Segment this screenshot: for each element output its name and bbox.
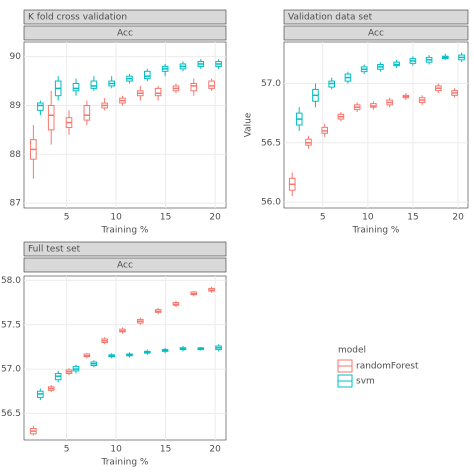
panel-title: K fold cross validation	[28, 13, 127, 23]
legend-label: randomForest	[356, 362, 419, 372]
box	[144, 70, 151, 80]
panel-title: Validation data set	[288, 13, 373, 23]
legend-label: svm	[356, 377, 375, 387]
y-axis-label: Value	[244, 112, 254, 137]
y-tick-label: 57.0	[261, 79, 281, 89]
x-tick-label: 15	[160, 213, 171, 223]
strip	[23, 25, 227, 41]
y-tick-label: 88	[10, 150, 22, 160]
strip	[23, 9, 227, 25]
x-axis-label: Training %	[101, 458, 149, 468]
box	[90, 80, 98, 89]
y-tick-label: 56.5	[261, 138, 281, 148]
y-tick-label: 87	[10, 199, 21, 209]
x-tick-label: 15	[407, 213, 418, 223]
strip	[23, 257, 227, 273]
strip	[23, 241, 227, 257]
panel-title: Full test set	[28, 245, 81, 255]
panel-subtitle: Acc	[368, 29, 384, 39]
panel-subtitle: Acc	[117, 29, 133, 39]
x-tick-label: 10	[362, 213, 374, 223]
x-tick-label: 20	[209, 445, 221, 455]
x-tick-label: 20	[209, 213, 221, 223]
x-tick-label: 5	[64, 213, 70, 223]
plot-bg	[23, 275, 227, 441]
x-tick-label: 5	[320, 213, 326, 223]
y-tick-label: 90	[10, 52, 22, 62]
x-tick-label: 10	[110, 445, 122, 455]
box	[154, 87, 162, 97]
box	[208, 80, 215, 89]
x-tick-label: 10	[110, 213, 122, 223]
box	[72, 83, 80, 92]
y-tick-label: 57.5	[1, 320, 21, 330]
y-tick-label: 89	[10, 101, 22, 111]
panel-subtitle: Acc	[117, 261, 133, 271]
box	[83, 104, 91, 121]
x-tick-label: 20	[452, 213, 464, 223]
y-tick-label: 57.0	[1, 365, 21, 375]
plot-bg	[23, 41, 227, 209]
y-tick-label: 56.5	[1, 409, 21, 419]
strip	[283, 9, 469, 25]
legend-title: model	[338, 346, 366, 356]
strip	[283, 25, 469, 41]
x-axis-label: Training %	[101, 226, 149, 236]
x-axis-label: Training %	[352, 226, 400, 236]
x-tick-label: 15	[160, 445, 171, 455]
plot-bg	[283, 41, 469, 209]
y-tick-label: 56.0	[261, 198, 281, 208]
box	[47, 104, 55, 131]
x-tick-label: 5	[64, 445, 70, 455]
box	[37, 102, 44, 111]
box	[190, 83, 198, 92]
y-tick-label: 58.0	[1, 276, 21, 286]
